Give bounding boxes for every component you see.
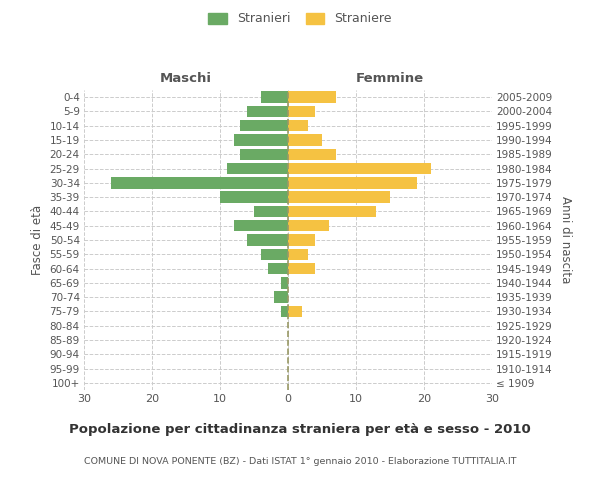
Y-axis label: Fasce di età: Fasce di età (31, 205, 44, 275)
Bar (288, 234, 315, 246)
Bar (288, 92, 335, 103)
Text: Femmine: Femmine (356, 72, 424, 85)
Bar (288, 220, 329, 232)
Bar (288, 163, 431, 174)
Bar (227, 163, 288, 174)
Bar (281, 306, 288, 317)
Bar (247, 234, 288, 246)
Bar (274, 292, 288, 303)
Bar (111, 177, 288, 188)
Bar (254, 206, 288, 217)
Bar (288, 248, 308, 260)
Bar (241, 148, 288, 160)
Bar (288, 148, 335, 160)
Bar (281, 277, 288, 288)
Bar (288, 106, 315, 117)
Text: COMUNE DI NOVA PONENTE (BZ) - Dati ISTAT 1° gennaio 2010 - Elaborazione TUTTITAL: COMUNE DI NOVA PONENTE (BZ) - Dati ISTAT… (84, 458, 516, 466)
Bar (220, 192, 288, 203)
Bar (241, 120, 288, 132)
Bar (288, 306, 302, 317)
Bar (261, 248, 288, 260)
Bar (261, 92, 288, 103)
Bar (288, 263, 315, 274)
Bar (247, 106, 288, 117)
Bar (288, 206, 376, 217)
Bar (288, 120, 308, 132)
Y-axis label: Anni di nascita: Anni di nascita (559, 196, 572, 284)
Bar (288, 177, 417, 188)
Bar (288, 192, 390, 203)
Text: Maschi: Maschi (160, 72, 212, 85)
Text: Popolazione per cittadinanza straniera per età e sesso - 2010: Popolazione per cittadinanza straniera p… (69, 422, 531, 436)
Bar (233, 220, 288, 232)
Bar (268, 263, 288, 274)
Bar (233, 134, 288, 145)
Bar (288, 134, 322, 145)
Legend: Stranieri, Straniere: Stranieri, Straniere (205, 8, 395, 29)
